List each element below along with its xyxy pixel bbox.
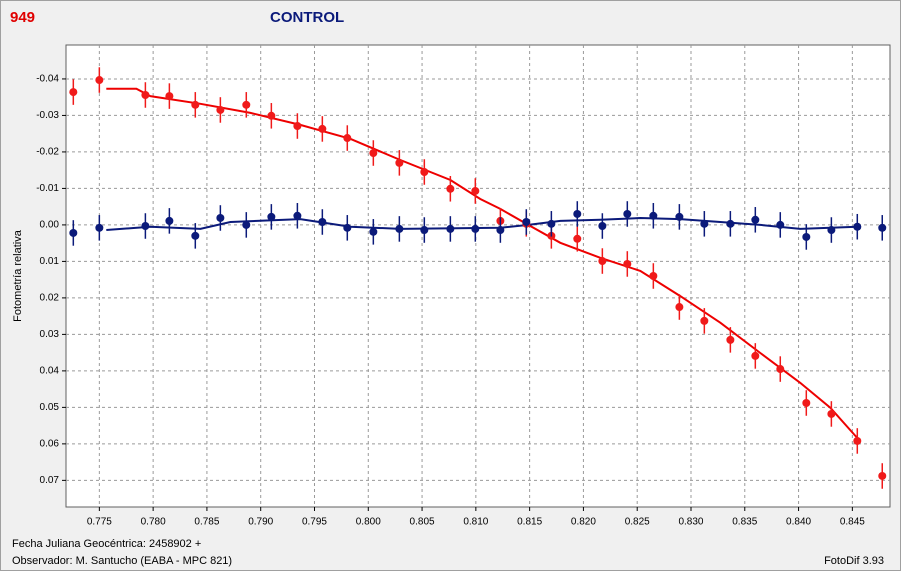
x-tick-label: 0.795 (302, 517, 327, 528)
x-tick-label: 0.780 (141, 517, 166, 528)
y-tick-label: 0.00 (40, 220, 60, 231)
data-point (802, 398, 811, 407)
x-tick-label: 0.825 (625, 517, 650, 528)
data-point (598, 222, 607, 231)
data-point (420, 167, 429, 176)
x-tick-label: 0.845 (840, 517, 865, 528)
data-point (395, 158, 404, 167)
data-point (242, 220, 251, 229)
data-point (726, 219, 735, 228)
data-point (853, 222, 862, 231)
x-tick-label: 0.830 (678, 517, 703, 528)
data-point (216, 105, 225, 114)
data-point (216, 213, 225, 222)
data-point (267, 212, 276, 221)
data-point (95, 76, 104, 85)
x-tick-label: 0.810 (463, 517, 488, 528)
footer-date: Fecha Juliana Geocéntrica: 2458902 + (12, 538, 201, 550)
y-tick-label: 0.06 (40, 439, 60, 450)
x-tick-label: 0.805 (410, 517, 435, 528)
data-point (751, 215, 760, 224)
x-tick-label: 0.775 (87, 517, 112, 528)
data-point (369, 149, 378, 158)
data-point (853, 436, 862, 445)
data-point (471, 186, 480, 195)
data-point (191, 100, 200, 109)
data-point (878, 223, 887, 232)
data-point (165, 92, 174, 101)
y-tick-label: -0.02 (36, 147, 59, 158)
software-label: FotoDif 3.93 (824, 555, 884, 567)
data-point (165, 216, 174, 225)
data-point (700, 219, 709, 228)
data-point (675, 212, 684, 221)
data-point (343, 223, 352, 232)
y-tick-label: -0.04 (36, 74, 59, 85)
y-tick-label: 0.07 (40, 475, 60, 486)
data-point (191, 231, 200, 240)
y-tick-label: 0.03 (40, 329, 60, 340)
data-point (446, 224, 455, 233)
data-point (318, 217, 327, 226)
y-tick-label: -0.01 (36, 183, 59, 194)
x-tick-label: 0.840 (786, 517, 811, 528)
data-point (141, 222, 150, 231)
data-point (776, 365, 785, 374)
data-point (827, 409, 836, 418)
id-label: 949 (10, 9, 35, 26)
data-point (446, 184, 455, 193)
y-tick-label: 0.04 (40, 366, 60, 377)
data-point (318, 124, 327, 133)
data-point (369, 227, 378, 236)
data-point (471, 224, 480, 233)
data-point (573, 234, 582, 243)
data-point (95, 223, 104, 232)
data-point (726, 335, 735, 344)
data-point (802, 232, 811, 241)
data-point (69, 228, 78, 237)
plot-area (65, 44, 891, 508)
data-point (751, 351, 760, 360)
x-tick-label: 0.790 (248, 517, 273, 528)
data-point (141, 90, 150, 99)
x-tick-label: 0.835 (732, 517, 757, 528)
data-point (395, 224, 404, 233)
data-point (293, 211, 302, 220)
y-tick-label: 0.02 (40, 293, 60, 304)
data-point (242, 100, 251, 109)
data-point (649, 272, 658, 280)
data-point (623, 209, 632, 218)
data-point (598, 257, 607, 266)
data-point (343, 134, 352, 143)
data-point (649, 211, 658, 220)
y-tick-label: 0.05 (40, 402, 60, 413)
data-point (547, 219, 556, 228)
data-point (623, 259, 632, 268)
x-tick-label: 0.800 (356, 517, 381, 528)
data-point (522, 217, 531, 226)
x-tick-label: 0.815 (517, 517, 542, 528)
data-point (878, 471, 887, 480)
y-tick-label: 0.01 (40, 256, 60, 267)
chart-title: CONTROL (270, 9, 344, 26)
data-point (827, 226, 836, 235)
data-point (675, 303, 684, 312)
data-point (267, 111, 276, 120)
y-tick-label: -0.03 (36, 110, 59, 121)
data-point (496, 226, 505, 235)
y-axis-label: Fotometría relativa (12, 229, 24, 322)
x-tick-label: 0.785 (194, 517, 219, 528)
data-point (573, 209, 582, 218)
data-point (69, 88, 78, 97)
data-point (293, 122, 302, 131)
data-point (776, 220, 785, 229)
data-point (420, 226, 429, 235)
x-tick-label: 0.820 (571, 517, 596, 528)
footer-observer: Observador: M. Santucho (EABA - MPC 821) (12, 555, 232, 567)
data-point (700, 316, 709, 325)
